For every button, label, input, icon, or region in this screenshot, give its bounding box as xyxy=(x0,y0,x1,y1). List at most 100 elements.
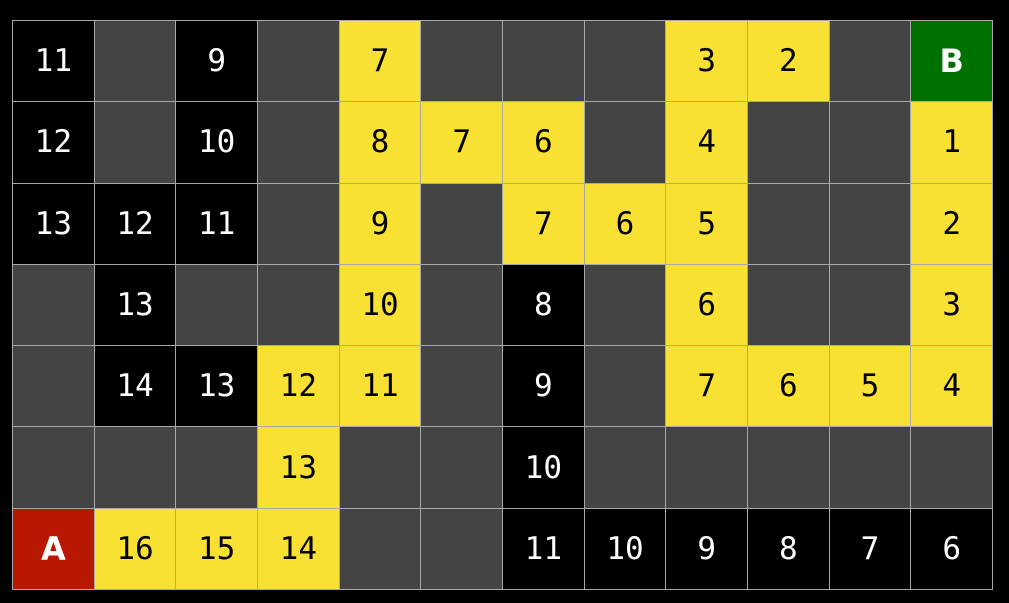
wall-cell[interactable] xyxy=(13,427,95,509)
explored-cell[interactable]: 8 xyxy=(747,508,830,590)
wall-cell[interactable] xyxy=(421,183,503,265)
explored-cell[interactable]: 13 xyxy=(13,183,95,265)
explored-cell[interactable]: 9 xyxy=(666,508,748,590)
cell-label: 2 xyxy=(778,43,798,80)
wall-cell[interactable] xyxy=(747,264,830,347)
wall-cell[interactable] xyxy=(584,427,667,509)
explored-cell[interactable]: 7 xyxy=(829,508,912,590)
solution-path-cell[interactable]: 2 xyxy=(747,21,830,103)
wall-cell[interactable] xyxy=(257,183,340,265)
wall-cell[interactable] xyxy=(829,102,912,184)
cell-label: 6 xyxy=(778,368,798,405)
cell-label: 6 xyxy=(615,205,635,242)
solution-path-cell[interactable]: 6 xyxy=(747,346,830,428)
cell-label: 2 xyxy=(942,205,961,242)
cell-label: 13 xyxy=(116,286,154,323)
solution-path-cell[interactable]: 16 xyxy=(94,508,177,590)
solution-path-cell[interactable]: 4 xyxy=(911,346,993,428)
explored-cell[interactable]: 11 xyxy=(502,508,585,590)
wall-cell[interactable] xyxy=(584,102,667,184)
cell-label: 8 xyxy=(778,530,798,567)
solution-path-cell[interactable]: 5 xyxy=(666,183,748,265)
explored-cell[interactable]: 13 xyxy=(176,346,258,428)
explored-cell[interactable]: 9 xyxy=(502,346,585,428)
explored-cell[interactable]: 11 xyxy=(176,183,258,265)
solution-path-cell[interactable]: 15 xyxy=(176,508,258,590)
wall-cell[interactable] xyxy=(584,21,667,103)
solution-path-cell[interactable]: 3 xyxy=(911,264,993,347)
solution-path-cell[interactable]: 1 xyxy=(911,102,993,184)
wall-cell[interactable] xyxy=(829,264,912,347)
solution-path-cell[interactable]: 2 xyxy=(911,183,993,265)
goal-cell-b[interactable]: B xyxy=(911,21,993,103)
wall-cell[interactable] xyxy=(911,427,993,509)
wall-cell[interactable] xyxy=(94,21,177,103)
wall-cell[interactable] xyxy=(421,264,503,347)
cell-label: 11 xyxy=(197,205,236,242)
cell-label: 11 xyxy=(361,368,399,405)
explored-cell[interactable]: 10 xyxy=(502,427,585,509)
explored-cell[interactable]: 12 xyxy=(13,102,95,184)
wall-cell[interactable] xyxy=(747,427,830,509)
wall-cell[interactable] xyxy=(502,21,585,103)
explored-cell[interactable]: 12 xyxy=(94,183,177,265)
wall-cell[interactable] xyxy=(829,427,912,509)
cell-label: 10 xyxy=(606,530,644,567)
explored-cell[interactable]: 10 xyxy=(584,508,667,590)
wall-cell[interactable] xyxy=(94,427,177,509)
wall-cell[interactable] xyxy=(94,102,177,184)
wall-cell[interactable] xyxy=(339,508,422,590)
solution-path-cell[interactable]: 11 xyxy=(339,346,422,428)
solution-path-cell[interactable]: 7 xyxy=(339,21,422,103)
start-cell-a[interactable]: A xyxy=(13,508,95,590)
wall-cell[interactable] xyxy=(339,427,422,509)
cell-label: 9 xyxy=(533,368,553,405)
wall-cell[interactable] xyxy=(421,427,503,509)
solution-path-cell[interactable]: 12 xyxy=(257,346,340,428)
cell-label: 4 xyxy=(697,124,716,161)
cell-label: 6 xyxy=(942,530,961,567)
cell-label: 15 xyxy=(197,530,236,567)
wall-cell[interactable] xyxy=(747,102,830,184)
cell-label: 16 xyxy=(116,530,154,567)
wall-cell[interactable] xyxy=(584,346,667,428)
explored-cell[interactable]: 13 xyxy=(94,264,177,347)
wall-cell[interactable] xyxy=(666,427,748,509)
wall-cell[interactable] xyxy=(421,508,503,590)
explored-cell[interactable]: 9 xyxy=(176,21,258,103)
solution-path-cell[interactable]: 6 xyxy=(502,102,585,184)
solution-path-cell[interactable]: 6 xyxy=(666,264,748,347)
wall-cell[interactable] xyxy=(421,346,503,428)
explored-cell[interactable]: 8 xyxy=(502,264,585,347)
solution-path-cell[interactable]: 13 xyxy=(257,427,340,509)
wall-cell[interactable] xyxy=(13,264,95,347)
solution-path-cell[interactable]: 9 xyxy=(339,183,422,265)
solution-path-cell[interactable]: 8 xyxy=(339,102,422,184)
wall-cell[interactable] xyxy=(829,183,912,265)
cell-label: 1 xyxy=(942,124,961,161)
wall-cell[interactable] xyxy=(13,346,95,428)
solution-path-cell[interactable]: 7 xyxy=(421,102,503,184)
explored-cell[interactable]: 10 xyxy=(176,102,258,184)
explored-cell[interactable]: 14 xyxy=(94,346,177,428)
explored-cell[interactable]: 11 xyxy=(13,21,95,103)
solution-path-cell[interactable]: 10 xyxy=(339,264,422,347)
wall-cell[interactable] xyxy=(257,264,340,347)
solution-path-cell[interactable]: 5 xyxy=(829,346,912,428)
wall-cell[interactable] xyxy=(584,264,667,347)
solution-path-cell[interactable]: 6 xyxy=(584,183,667,265)
solution-path-cell[interactable]: 14 xyxy=(257,508,340,590)
cell-label: 7 xyxy=(860,530,880,567)
wall-cell[interactable] xyxy=(421,21,503,103)
wall-cell[interactable] xyxy=(176,264,258,347)
wall-cell[interactable] xyxy=(257,102,340,184)
solution-path-cell[interactable]: 7 xyxy=(666,346,748,428)
wall-cell[interactable] xyxy=(747,183,830,265)
solution-path-cell[interactable]: 4 xyxy=(666,102,748,184)
solution-path-cell[interactable]: 7 xyxy=(502,183,585,265)
explored-cell[interactable]: 6 xyxy=(911,508,993,590)
solution-path-cell[interactable]: 3 xyxy=(666,21,748,103)
wall-cell[interactable] xyxy=(176,427,258,509)
wall-cell[interactable] xyxy=(257,21,340,103)
wall-cell[interactable] xyxy=(829,21,912,103)
